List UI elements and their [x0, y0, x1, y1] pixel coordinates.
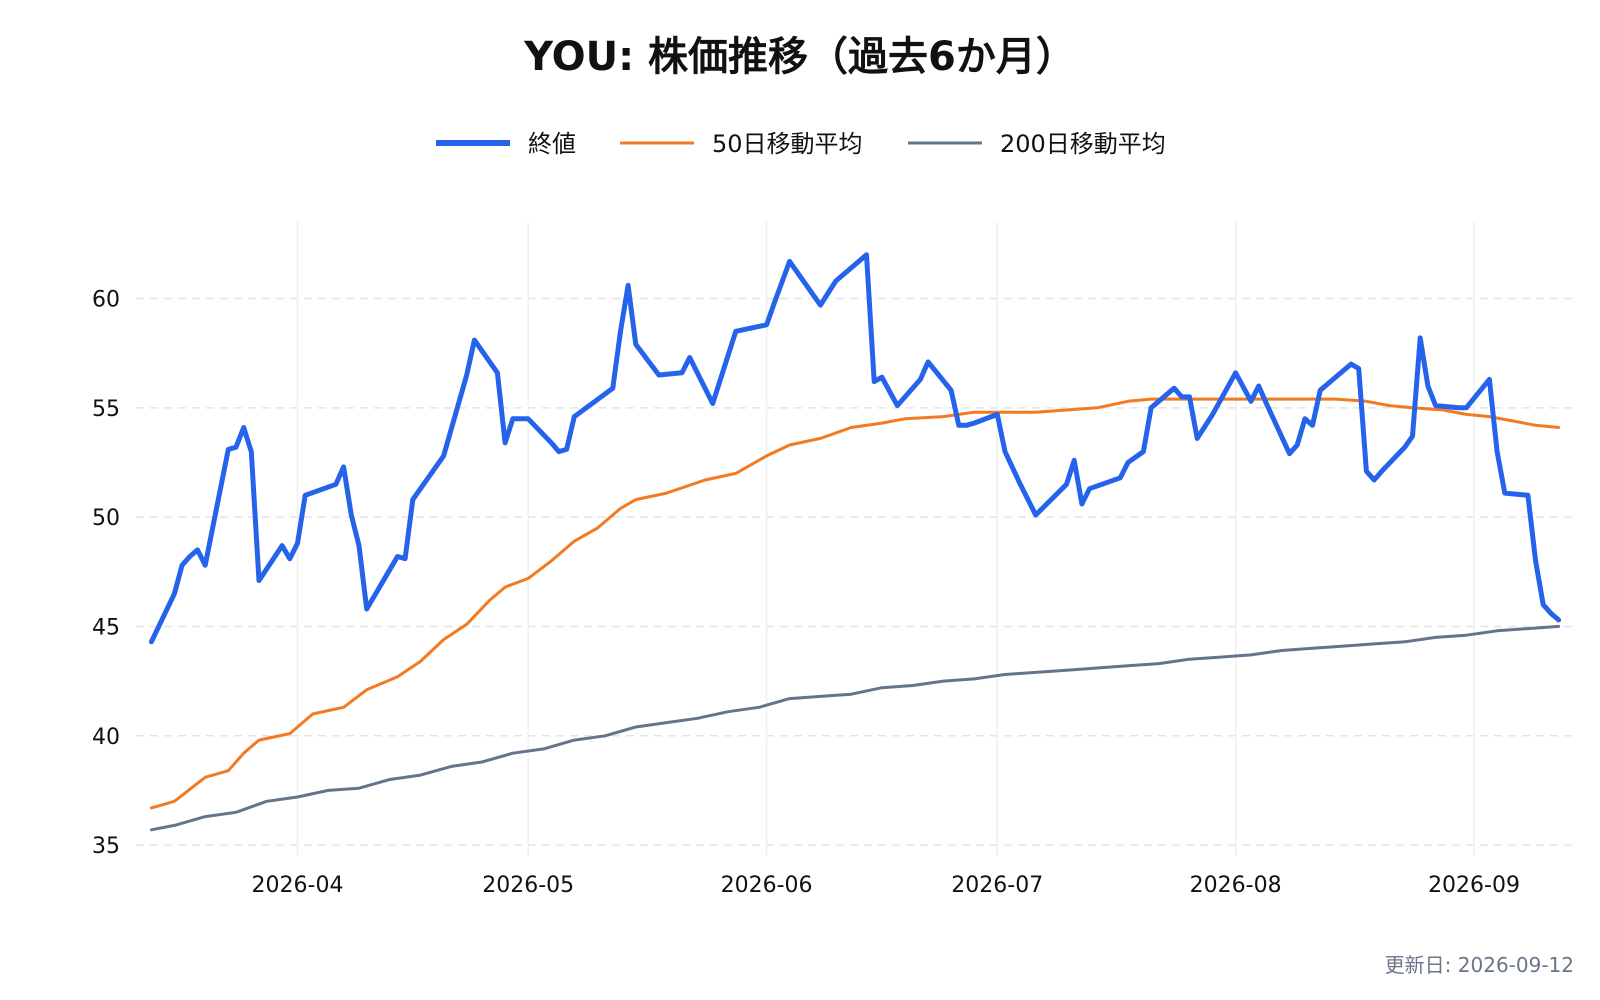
x-axis: 2026-04 2026-05 2026-06 2026-07 2026-08 2026-… [252, 873, 1520, 898]
legend-item-ma200[interactable]: 200日移動平均 [908, 130, 1166, 158]
legend-item-ma50[interactable]: 50日移動平均 [620, 130, 863, 158]
x-tick-label: 2026-05 [482, 873, 574, 898]
x-tick-label: 2026-08 [1190, 873, 1282, 898]
legend: 終値 50日移動平均 200日移動平均 [436, 130, 1166, 158]
legend-label-ma50: 50日移動平均 [712, 130, 863, 158]
legend-item-close[interactable]: 終値 [436, 130, 576, 158]
y-tick-label: 55 [92, 397, 120, 422]
updated-date: 更新日: 2026-09-12 [1385, 953, 1574, 977]
y-axis: 35 40 45 50 55 60 [92, 288, 120, 860]
series-line-close [148, 252, 1562, 645]
y-tick-label: 40 [92, 725, 120, 750]
y-tick-label: 50 [92, 506, 120, 531]
plot-area [148, 252, 1562, 832]
y-tick-label: 60 [92, 288, 120, 313]
legend-label-ma200: 200日移動平均 [1000, 130, 1166, 158]
series-line-ma200 [149, 624, 1561, 832]
x-tick-label: 2026-09 [1428, 873, 1520, 898]
grid [136, 222, 1574, 856]
legend-label-close: 終値 [528, 130, 576, 158]
chart-title: YOU: 株価推移（過去6か月） [523, 34, 1076, 80]
y-tick-label: 35 [92, 834, 120, 859]
x-tick-label: 2026-04 [252, 873, 344, 898]
series-line-ma50 [149, 397, 1561, 810]
x-tick-label: 2026-07 [951, 873, 1043, 898]
x-tick-label: 2026-06 [721, 873, 813, 898]
y-tick-label: 45 [92, 615, 120, 640]
